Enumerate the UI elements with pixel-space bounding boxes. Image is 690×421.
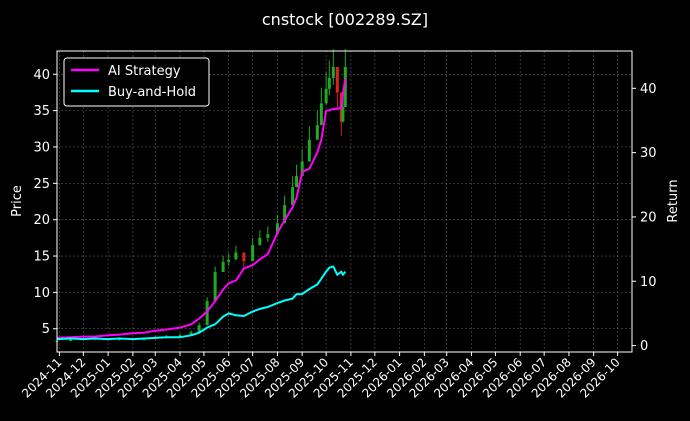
y2-tick-label: 0 [640, 339, 648, 354]
legend-label-ai-strategy: AI Strategy [108, 64, 181, 79]
price-candle-body [324, 88, 328, 104]
price-candle-body [213, 272, 217, 302]
price-candle-body [343, 66, 347, 107]
legend-label-buy-and-hold: Buy-and-Hold [108, 85, 196, 100]
price-candle-body [234, 252, 238, 260]
y-tick-label: 35 [33, 104, 50, 119]
y-tick-label: 5 [42, 322, 50, 337]
price-candle-body [331, 66, 335, 78]
y-tick-label: 10 [33, 286, 50, 301]
price-candle-body [341, 106, 345, 122]
price-candle-body [319, 103, 323, 126]
plot-frame [56, 50, 633, 353]
y-axis-label: Price [10, 185, 25, 217]
price-candle-body [283, 205, 287, 224]
price-candle-body [197, 325, 201, 333]
y2-tick-label: 20 [640, 210, 657, 225]
price-candle-body [258, 237, 262, 246]
price-candle-body [69, 339, 73, 342]
y2-axis-label: Return [666, 179, 681, 222]
y2-tick-label: 10 [640, 275, 657, 290]
price-candle-body [327, 77, 331, 89]
price-candle-body [275, 223, 279, 235]
price-candle-body [227, 259, 231, 262]
price-candle-body [291, 186, 295, 206]
price-candle-body [251, 245, 255, 262]
y2-tick-label: 30 [640, 146, 657, 161]
y2-tick-label: 40 [640, 82, 657, 97]
series-lines-layer [56, 78, 347, 341]
price-candle-body [205, 301, 209, 326]
chart-title: cnstock [002289.SZ] [262, 10, 428, 29]
series-line-buy-and-hold [56, 265, 347, 341]
series-line-ai-strategy [56, 78, 347, 339]
y-tick-label: 20 [33, 213, 50, 228]
price-candle-body [266, 234, 270, 238]
price-candle-body [307, 139, 311, 162]
legend-box [63, 57, 210, 107]
x-axis: 2024-112024-122025-012025-022025-032025-… [19, 352, 623, 401]
price-candle-body [189, 332, 193, 336]
y-tick-label: 25 [33, 177, 50, 192]
y-tick-label: 30 [33, 140, 50, 155]
price-candle-body [295, 176, 299, 187]
price-candle-body [221, 261, 225, 273]
y-tick-label: 15 [33, 250, 50, 265]
legend: AI Strategy Buy-and-Hold [63, 57, 210, 107]
price-candle-body [315, 125, 319, 140]
y-tick-label: 40 [33, 68, 50, 83]
y2-axis: 0 10 20 30 40 [632, 82, 657, 354]
price-candle-body [242, 252, 246, 262]
price-candle-body [300, 161, 304, 177]
y-axis: 5 10 15 20 25 30 35 40 [33, 68, 57, 337]
price-candle-body [335, 66, 339, 93]
price-candle-body [178, 335, 182, 337]
